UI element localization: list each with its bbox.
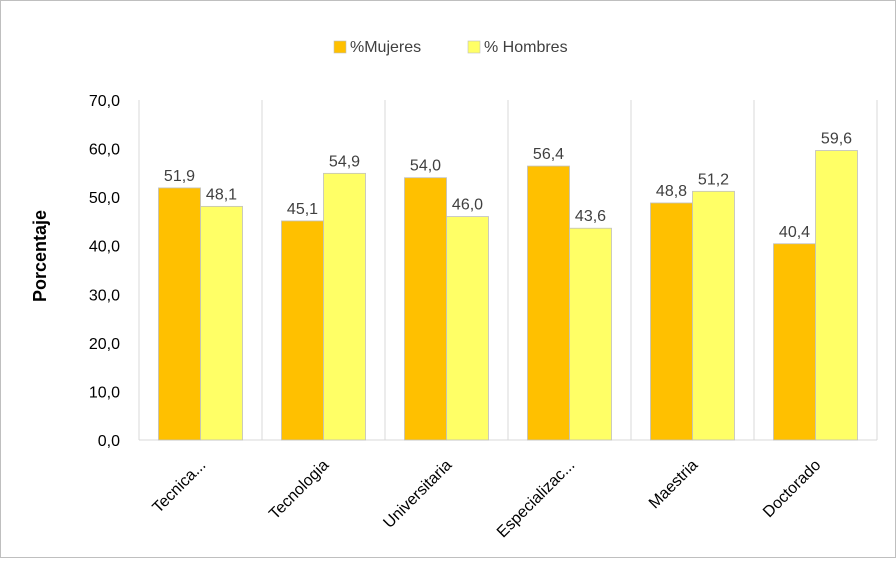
bars	[158, 150, 858, 441]
data-label: 54,9	[329, 153, 360, 170]
legend: %Mujeres % Hombres	[333, 39, 568, 56]
y-tick-label: 70,0	[89, 93, 120, 110]
x-tick-label: Tecnologia	[266, 457, 332, 523]
bar	[281, 220, 324, 441]
legend-label-1: % Hombres	[484, 39, 568, 56]
y-axis: 0,0 10,0 20,0 30,0 40,0 50,0 60,0 70,0	[89, 93, 120, 450]
legend-label-0: %Mujeres	[350, 39, 421, 56]
y-tick-label: 20,0	[89, 336, 120, 353]
bar	[158, 187, 201, 441]
bar	[650, 202, 693, 441]
legend-swatch-0	[333, 40, 347, 54]
bar	[692, 190, 735, 441]
data-label: 46,0	[452, 197, 483, 214]
x-tick-label: Doctorado	[760, 457, 824, 521]
data-label: 51,2	[698, 171, 729, 188]
data-label: 59,6	[821, 131, 852, 148]
x-tick-label: Universitaria	[380, 457, 455, 532]
data-label: 51,9	[164, 168, 195, 185]
bar	[200, 205, 243, 441]
bar	[815, 150, 858, 441]
legend-swatch-1	[467, 40, 481, 54]
y-tick-label: 0,0	[98, 433, 120, 450]
bar	[404, 177, 447, 441]
y-tick-label: 50,0	[89, 190, 120, 207]
bar	[773, 243, 816, 441]
data-label: 48,1	[206, 186, 237, 203]
data-label: 43,6	[575, 208, 606, 225]
data-label: 56,4	[533, 146, 564, 163]
data-label: 54,0	[410, 158, 441, 175]
data-labels: 51,9 48,1 45,1 54,9 54,0 46,0 56,4 43,6 48,8 51,2…	[164, 131, 852, 241]
gridlines	[138, 100, 878, 440]
bar	[569, 227, 612, 441]
x-tick-label: Maestria	[646, 457, 701, 512]
y-tick-label: 30,0	[89, 287, 120, 304]
x-tick-label: Especializac...	[494, 457, 578, 541]
y-axis-title: Porcentaje	[30, 210, 50, 302]
bar	[446, 216, 489, 441]
x-axis: Tecnica... Tecnologia Universitaria Especia…	[139, 439, 877, 541]
y-tick-label: 10,0	[89, 384, 120, 401]
y-tick-label: 40,0	[89, 239, 120, 256]
bar	[323, 172, 366, 441]
bar	[527, 165, 570, 441]
y-tick-label: 60,0	[89, 142, 120, 159]
x-tick-label: Tecnica...	[150, 457, 210, 517]
data-label: 45,1	[287, 201, 318, 218]
data-label: 40,4	[779, 224, 810, 241]
data-label: 48,8	[656, 183, 687, 200]
